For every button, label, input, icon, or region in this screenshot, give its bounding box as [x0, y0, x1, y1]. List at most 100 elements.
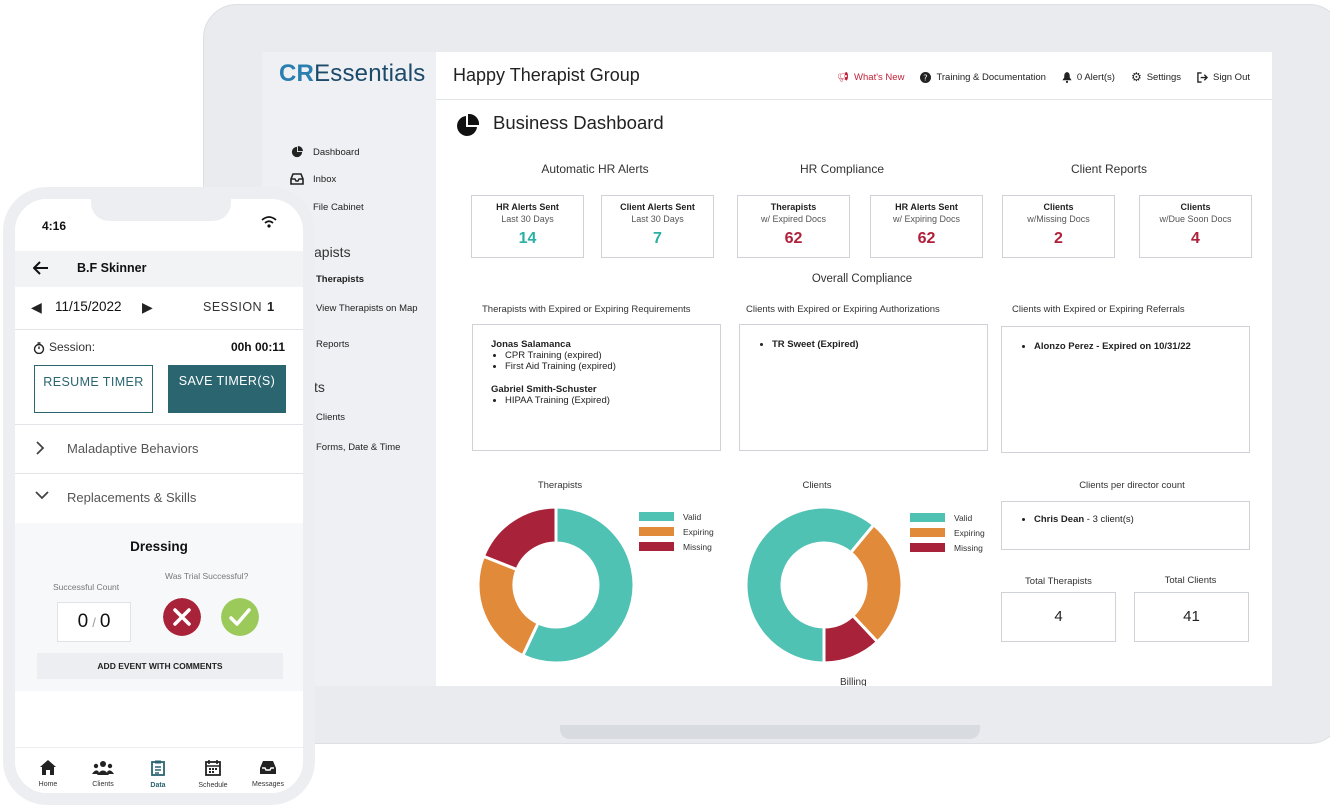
save-timers-button[interactable]: SAVE TIMER(S) [168, 365, 286, 413]
clients-donut-chart[interactable] [744, 505, 904, 665]
list-item: First Aid Training (expired) [505, 361, 702, 372]
prev-date-icon[interactable]: ◀ [31, 299, 42, 315]
sidebar-item-dashboard[interactable]: Dashboard [290, 146, 359, 158]
tab-clients[interactable]: Clients [78, 760, 128, 788]
sidebar-item-file-cabinet[interactable]: File Cabinet [290, 201, 364, 213]
app-logo[interactable]: CREssentials [279, 60, 425, 88]
stat-card-subtitle: Last 30 Days [501, 214, 554, 224]
back-arrow-icon[interactable] [33, 261, 49, 275]
whats-new-link[interactable]: 📢︎ What's New [837, 72, 904, 83]
legend-swatch [639, 542, 674, 551]
donut-slice-missing[interactable] [822, 613, 880, 665]
donut-slice-expiring[interactable] [476, 554, 541, 658]
settings-label: Settings [1146, 71, 1182, 83]
accordion-maladaptive[interactable]: Maladaptive Behaviors [15, 425, 303, 473]
count-value: 0 [77, 611, 89, 632]
successful-count-label: Successful Count [53, 582, 120, 592]
next-date-icon[interactable]: ▶ [142, 299, 153, 315]
sidebar-item-inbox[interactable]: Inbox [290, 173, 336, 185]
settings-link[interactable]: ⚙ Settings [1131, 70, 1181, 84]
director-name: Chris Dean [1034, 514, 1085, 525]
therapists-list-label: Therapists with Expired or Expiring Requ… [482, 304, 691, 315]
stat-card-value: 2 [1054, 230, 1063, 247]
stat-card-clients-missing[interactable]: Clients w/Missing Docs 2 [1002, 195, 1115, 258]
divider [15, 329, 303, 330]
tab-home[interactable]: Home [23, 760, 73, 788]
sidebar-item-forms[interactable]: Forms, Date & Time [316, 442, 401, 453]
stat-card-hr-alerts-sent[interactable]: HR Alerts Sent Last 30 Days 14 [471, 195, 584, 258]
list-item[interactable]: TR Sweet (Expired) [772, 339, 969, 350]
laptop-base [560, 725, 980, 739]
tab-schedule[interactable]: Schedule [188, 760, 238, 789]
wifi-icon [261, 216, 277, 228]
donut-slice-valid[interactable] [520, 505, 636, 665]
therapists-donut-chart[interactable] [476, 505, 636, 665]
sidebar-item-label: File Cabinet [313, 201, 364, 213]
legend-item-missing: Missing [910, 540, 985, 555]
stat-card-title: Therapists [770, 202, 817, 212]
home-icon [40, 760, 56, 775]
page-title: Business Dashboard [493, 112, 664, 133]
divider [15, 473, 303, 474]
successful-count-stepper[interactable]: 0/0 [57, 602, 131, 642]
sidebar-item-therapists-map[interactable]: View Therapists on Map [316, 303, 418, 314]
stat-card-hr-expiring[interactable]: HR Alerts Sent w/ Expiring Docs 62 [870, 195, 983, 258]
trial-success-button[interactable] [221, 598, 259, 636]
stat-card-value: 62 [784, 230, 803, 247]
legend-label: Valid [954, 512, 973, 523]
list-item: HIPAA Training (Expired) [505, 395, 702, 406]
legend-label: Missing [683, 541, 712, 552]
trial-fail-button[interactable] [163, 598, 201, 636]
stat-card-subtitle: Last 30 Days [631, 214, 684, 224]
sidebar-section-therapists: apists [314, 244, 351, 260]
count-separator: / [92, 615, 96, 630]
donut-slice-missing[interactable] [481, 505, 558, 572]
donut-slice-valid[interactable] [744, 505, 876, 665]
sign-out-label: Sign Out [1213, 71, 1250, 83]
accordion-label: Maladaptive Behaviors [67, 441, 199, 456]
date-row: ◀ 11/15/2022 ▶ SESSION 1 [15, 295, 303, 323]
section-client-reports: Client Reports [1070, 162, 1148, 176]
therapists-chart-title: Therapists [537, 480, 583, 491]
alerts-link[interactable]: 0 Alert(s) [1062, 71, 1115, 83]
total-clients-value: 41 [1134, 592, 1249, 642]
help-icon: ? [920, 71, 932, 83]
list-person-name[interactable]: Jonas Salamanca [491, 339, 571, 350]
sidebar-item-clients[interactable]: Clients [316, 412, 346, 423]
stat-card-title: Clients [1180, 202, 1211, 212]
sign-out-link[interactable]: Sign Out [1197, 72, 1250, 83]
stat-card-client-alerts-sent[interactable]: Client Alerts Sent Last 30 Days 7 [601, 195, 714, 258]
tab-bar: Home Clients Data Schedule Messages [15, 747, 303, 793]
tab-data[interactable]: Data [133, 760, 183, 789]
list-person-name[interactable]: Gabriel Smith-Schuster [491, 384, 597, 395]
sidebar-item-reports[interactable]: Reports [316, 339, 350, 350]
list-item: CPR Training (expired) [505, 350, 702, 361]
stat-card-therapists-expired[interactable]: Therapists w/ Expired Docs 62 [737, 195, 850, 258]
training-link[interactable]: ? Training & Documentation [920, 71, 1046, 83]
phone-frame: 4:16 B.F Skinner ◀ 11/15/2022 ▶ SESSION … [3, 187, 315, 805]
legend-item-expiring: Expiring [910, 525, 985, 540]
stat-card-value: 7 [653, 230, 662, 247]
inbox-icon [290, 173, 304, 185]
legend-label: Expiring [683, 526, 714, 537]
resume-timer-button[interactable]: RESUME TIMER [34, 365, 153, 413]
stat-card-value: 14 [518, 230, 537, 247]
tab-label: Messages [252, 781, 284, 788]
pie-chart-icon [457, 114, 479, 136]
sidebar-item-therapists[interactable]: Therapists [316, 274, 365, 285]
accordion-replacements[interactable]: Replacements & Skills [15, 474, 303, 522]
stat-card-clients-due-soon[interactable]: Clients w/Due Soon Docs 4 [1139, 195, 1252, 258]
tab-messages[interactable]: Messages [243, 760, 293, 788]
list-item[interactable]: Chris Dean - 3 client(s) [1034, 514, 1231, 525]
bell-icon [1062, 71, 1072, 83]
stat-card-title: Client Alerts Sent [620, 202, 695, 212]
list-item[interactable]: Alonzo Perez - Expired on 10/31/22 [1034, 341, 1231, 352]
megaphone-icon: 📢︎ [836, 71, 850, 83]
legend-item-expiring: Expiring [639, 524, 714, 539]
add-event-button[interactable]: ADD EVENT WITH COMMENTS [37, 653, 283, 679]
trial-success-label: Was Trial Successful? [165, 571, 249, 581]
therapists-legend: Valid Expiring Missing [639, 509, 714, 554]
clients-legend: Valid Expiring Missing [910, 510, 985, 555]
training-label: Training & Documentation [936, 71, 1046, 83]
laptop-screen: CREssentials Dashboard Inbox File Cabine… [262, 52, 1272, 686]
